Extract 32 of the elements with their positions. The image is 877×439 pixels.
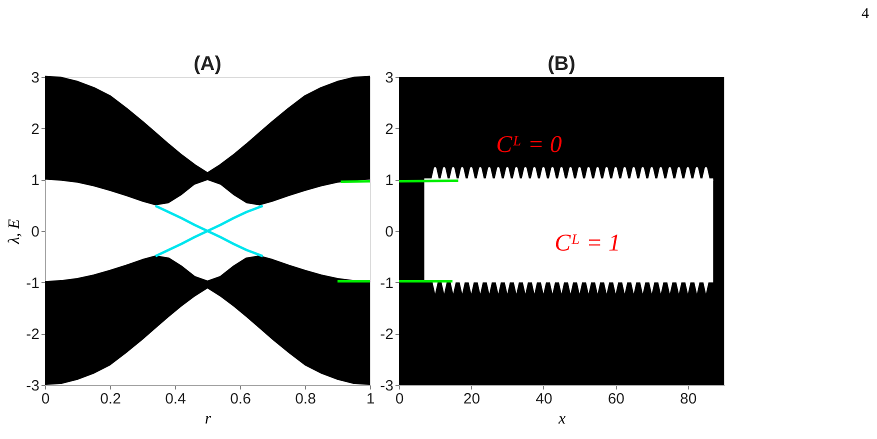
x-tick-label: 60 [608, 390, 625, 408]
x-tick-label: 0.8 [295, 390, 316, 408]
chart-title: (B) [548, 53, 576, 75]
annotation: Cᴸ = 1 [554, 230, 620, 256]
y-tick-label: 0 [385, 224, 394, 240]
y-tick-label: 3 [31, 70, 40, 86]
x-tick-label: 40 [536, 390, 552, 408]
x-tick-label: 0.6 [230, 390, 251, 408]
text: 4 [862, 6, 870, 22]
x-tick-label: 20 [463, 390, 480, 408]
y-tick-label: 1 [385, 172, 394, 190]
line-series [154, 204, 264, 258]
y-tick-label: -2 [380, 326, 394, 344]
y-tick-label: -2 [26, 326, 40, 344]
chart-title: (A) [194, 53, 222, 75]
y-tick-label: 1 [31, 172, 40, 190]
y-tick-label: -1 [380, 274, 394, 292]
x-axis-title: r [204, 410, 212, 428]
x-tick-label: 1 [366, 390, 375, 408]
y-tick-label: 3 [385, 70, 394, 86]
y-tick-label: -3 [380, 378, 394, 394]
y-tick-label: -3 [26, 378, 40, 394]
y-tick-label: 0 [31, 224, 40, 240]
y-tick-label: 2 [385, 120, 394, 138]
x-tick-label: 0.2 [100, 390, 121, 408]
y-tick-label: -1 [26, 274, 40, 292]
y-axis-title: λ, E [6, 218, 24, 245]
x-tick-label: 0.4 [165, 390, 186, 408]
y-tick-label: 2 [31, 120, 40, 138]
x-axis-title: x [557, 410, 566, 428]
x-tick-label: 80 [680, 390, 697, 408]
annotation: Cᴸ = 0 [496, 132, 562, 158]
